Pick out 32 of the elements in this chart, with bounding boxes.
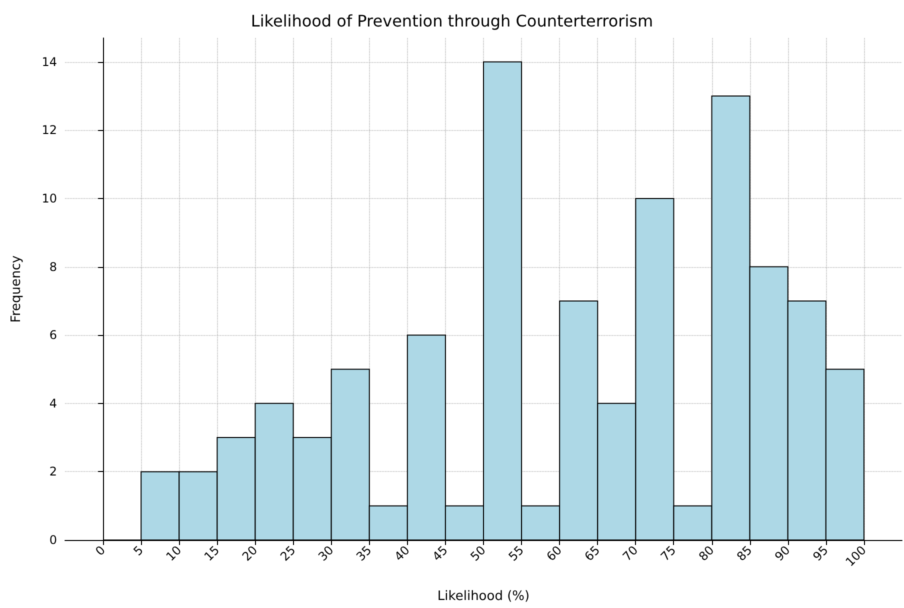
x-tick-label: 65 bbox=[582, 543, 603, 564]
x-tick-label: 25 bbox=[278, 543, 298, 564]
x-tick-label: 60 bbox=[544, 543, 565, 564]
y-tick-label: 6 bbox=[49, 328, 57, 342]
y-tick-label: 4 bbox=[49, 396, 57, 410]
x-tick-label: 80 bbox=[696, 543, 717, 564]
x-tick-label: 35 bbox=[354, 543, 374, 564]
x-tick-label: 5 bbox=[130, 543, 146, 558]
x-axis-title: Likelihood (%) bbox=[437, 589, 530, 604]
y-tick-label: 0 bbox=[49, 533, 57, 547]
x-tick-label: 20 bbox=[239, 543, 260, 564]
x-tick-label: 55 bbox=[506, 543, 526, 564]
y-tick-label: 14 bbox=[42, 54, 57, 69]
x-tick-label: 15 bbox=[201, 543, 222, 564]
y-tick-label: 12 bbox=[42, 123, 57, 138]
x-tick-label: 40 bbox=[392, 543, 412, 564]
x-tick-label: 0 bbox=[92, 543, 108, 558]
x-tick-label: 45 bbox=[430, 543, 450, 564]
y-tick-label: 8 bbox=[49, 260, 57, 274]
x-tick-label: 95 bbox=[810, 543, 831, 564]
x-tick-label: 85 bbox=[734, 543, 755, 564]
x-tick-label: 75 bbox=[658, 543, 679, 564]
chart-title: Likelihood of Prevention through Counterterrorism bbox=[250, 12, 654, 30]
x-tick-label: 70 bbox=[620, 543, 641, 564]
x-tick-label: 90 bbox=[772, 543, 793, 564]
y-tick-label: 10 bbox=[42, 192, 57, 206]
x-tick-label: 100 bbox=[842, 543, 869, 570]
y-tick-label: 2 bbox=[49, 464, 57, 479]
y-axis-title: Frequency bbox=[9, 255, 24, 323]
x-tick-label: 30 bbox=[316, 543, 336, 564]
x-tick-label: 10 bbox=[163, 543, 184, 564]
x-tick-label: 50 bbox=[468, 543, 488, 564]
